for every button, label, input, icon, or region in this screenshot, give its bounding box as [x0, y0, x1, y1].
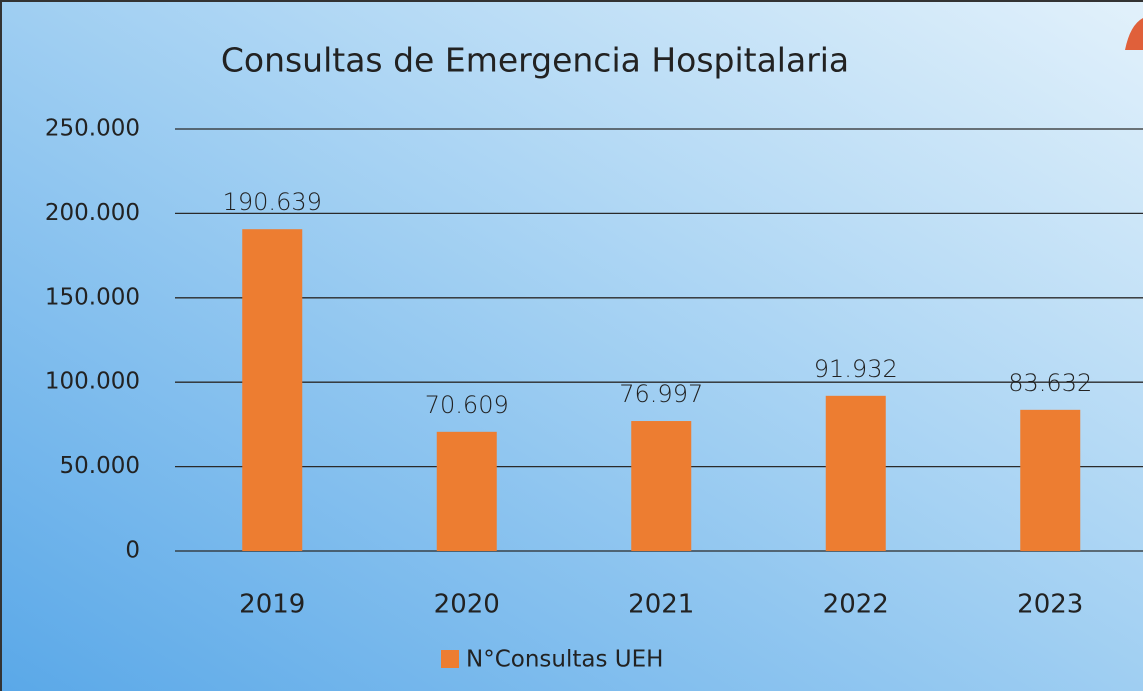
x-tick-label: 2019 [239, 590, 305, 620]
value-label: 91.932 [814, 355, 898, 383]
y-tick-label: 150.000 [45, 284, 140, 310]
x-tick-label: 2023 [1017, 590, 1083, 620]
y-tick-label: 100.000 [45, 369, 140, 395]
bar [242, 229, 303, 552]
legend-swatch [441, 650, 459, 668]
y-tick-label: 0 [125, 538, 140, 564]
value-label: 83.632 [1008, 369, 1092, 397]
y-tick-label: 50.000 [60, 453, 140, 479]
x-tick-label: 2021 [628, 590, 694, 620]
x-tick-label: 2022 [823, 590, 889, 620]
bar [436, 431, 497, 551]
bar [631, 421, 692, 551]
decoration [1125, 18, 1143, 50]
legend-label: N°Consultas UEH [466, 647, 663, 673]
value-label: 70.609 [425, 391, 509, 419]
bar [1020, 409, 1081, 551]
y-tick-label: 200.000 [45, 200, 140, 226]
bar [825, 395, 886, 551]
x-tick-label: 2020 [434, 590, 500, 620]
value-label: 76.997 [619, 380, 703, 408]
value-label: 190.639 [223, 188, 322, 216]
chart-title: Consultas de Emergencia Hospitalaria [221, 41, 849, 80]
y-tick-label: 250.000 [45, 116, 140, 142]
